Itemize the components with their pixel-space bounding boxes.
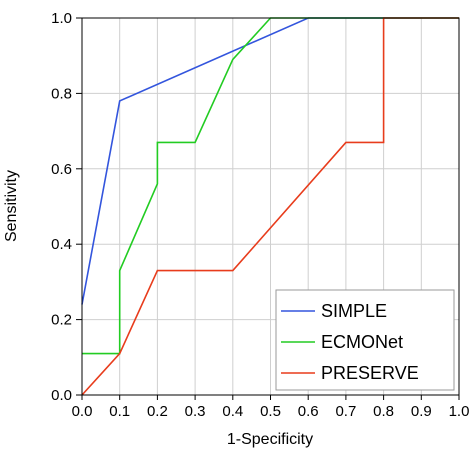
x-tick-label: 0.7 [335,403,356,420]
y-axis-title: Sensitivity [3,170,20,242]
x-tick-label: 0.6 [298,403,319,420]
y-tick-label: 1.0 [51,10,72,27]
series-line-ecmonet [82,17,459,355]
x-tick-label: 0.3 [185,403,206,420]
y-tick-label: 0.6 [51,161,72,178]
y-tick-label: 0.0 [51,387,72,404]
x-tick-label: 0.2 [147,403,168,420]
y-tick-label: 0.4 [51,236,72,253]
label-layer: 1-Specificity Sensitivity [3,170,313,448]
x-tick-label: 1.0 [449,403,470,420]
x-tick-label: 0.4 [222,403,243,420]
legend-label-ecmonet: ECMONet [321,332,403,352]
series-line-preserve [81,17,459,396]
legend-label-preserve: PRESERVE [321,363,419,383]
x-tick-label: 0.9 [411,403,432,420]
legend-label-simple: SIMPLE [321,301,387,321]
y-tick-label: 0.8 [51,85,72,102]
x-tick-label: 0.1 [109,403,130,420]
x-tick-label: 0.5 [260,403,281,420]
y-tick-label: 0.2 [51,312,72,329]
tick-layer: 0.0 0.1 0.2 0.3 0.4 0.5 0.6 0.7 0.8 0.9 1.0 0.0 0.2 0… [51,10,469,420]
legend: SIMPLE ECMONet PRESERVE [275,289,455,391]
x-tick-label: 0.8 [373,403,394,420]
x-axis-title: 1-Specificity [227,431,313,448]
x-tick-label: 0.0 [72,403,93,420]
